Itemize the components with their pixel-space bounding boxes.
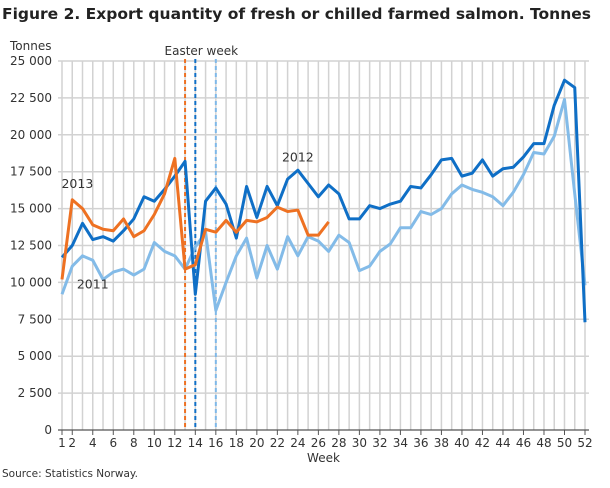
x-tick-label: 2	[68, 436, 76, 450]
x-tick-label: 1	[58, 436, 66, 450]
x-tick-label: 28	[331, 436, 346, 450]
y-tick-label: 20 000	[10, 128, 52, 142]
x-tick-label: 24	[290, 436, 305, 450]
x-tick-label: 50	[557, 436, 572, 450]
chart-title: Figure 2. Export quantity of fresh or ch…	[2, 5, 591, 23]
x-tick-label: 4	[89, 436, 97, 450]
x-tick-label: 6	[109, 436, 117, 450]
x-tick-label: 30	[352, 436, 367, 450]
y-tick-label: 15 000	[10, 202, 52, 216]
y-tick-label: 17 500	[10, 165, 52, 179]
x-tick-label: 16	[208, 436, 223, 450]
easter-week-label: Easter week	[165, 44, 239, 58]
y-tick-label: 5 000	[18, 349, 52, 363]
x-tick-label: 8	[130, 436, 138, 450]
x-tick-label: 42	[475, 436, 490, 450]
y-axis-label: Tonnes	[9, 39, 51, 53]
y-tick-label: 22 500	[10, 91, 52, 105]
x-tick-label: 38	[434, 436, 449, 450]
x-tick-label: 18	[229, 436, 244, 450]
series-line-2012	[60, 78, 587, 323]
x-tick-label: 10	[147, 436, 162, 450]
y-tick-label: 10 000	[10, 275, 52, 289]
y-tick-label: 2 500	[18, 386, 52, 400]
x-tick-label: 26	[311, 436, 326, 450]
x-tick-label: 34	[393, 436, 408, 450]
x-tick-label: 32	[372, 436, 387, 450]
x-tick-label: 12	[167, 436, 182, 450]
x-tick-label: 52	[577, 436, 592, 450]
series-label-2012: 2012	[282, 149, 314, 164]
series-label-2013: 2013	[61, 176, 93, 191]
x-tick-label: 48	[536, 436, 551, 450]
series-label-2011: 2011	[77, 276, 109, 291]
x-tick-label: 36	[413, 436, 428, 450]
x-axis-label: Week	[307, 451, 340, 465]
x-tick-label: 44	[495, 436, 510, 450]
x-tick-label: 40	[454, 436, 469, 450]
x-tick-label: 46	[516, 436, 531, 450]
y-tick-label: 12 500	[10, 239, 52, 253]
y-tick-label: 25 000	[10, 54, 52, 68]
source-note: Source: Statistics Norway.	[2, 468, 138, 480]
x-tick-label: 14	[188, 436, 203, 450]
y-tick-label: 0	[44, 423, 52, 437]
series-line-2011	[60, 97, 587, 312]
x-tick-label: 22	[270, 436, 285, 450]
x-tick-label: 20	[249, 436, 264, 450]
y-tick-label: 7 500	[18, 312, 52, 326]
